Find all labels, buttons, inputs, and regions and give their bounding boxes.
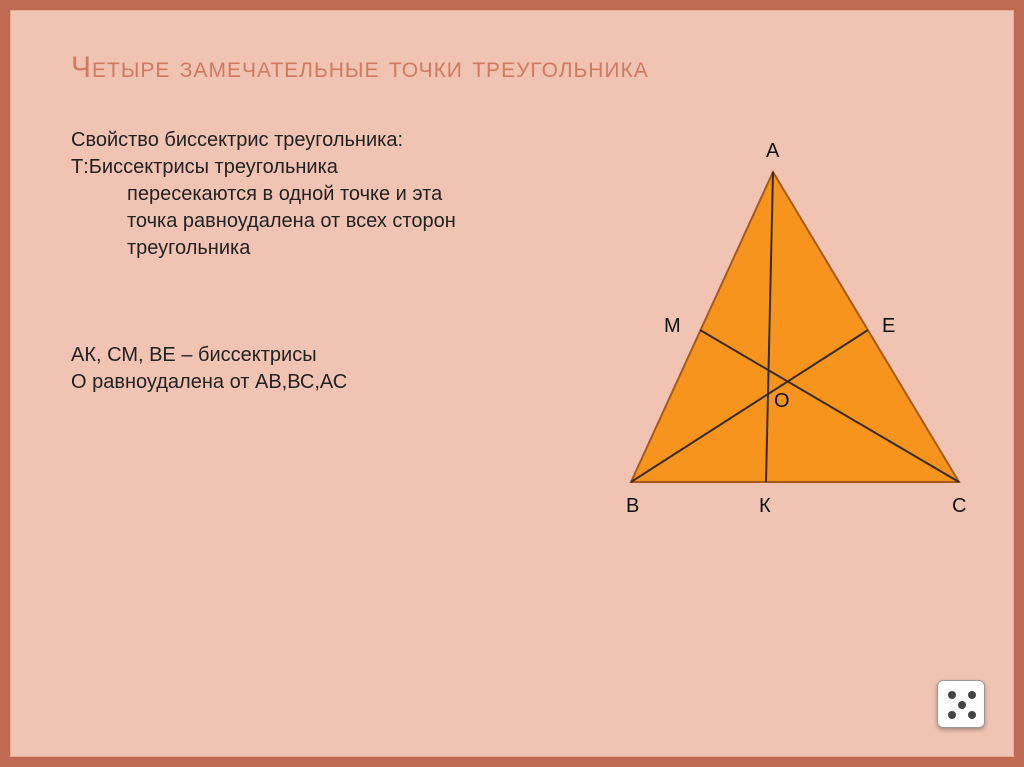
content-row: Свойство биссектрис треугольника: Т:Бисс…: [71, 127, 1013, 557]
theorem-line: треугольника: [71, 235, 541, 262]
text-column: Свойство биссектрис треугольника: Т:Бисс…: [71, 127, 541, 557]
theorem-line: Т:Биссектрисы треугольника: [71, 154, 541, 181]
label-B: В: [626, 495, 639, 518]
slide-title: Четыре замечательные точки треугольника: [71, 51, 1013, 85]
dice-pip: [958, 701, 966, 709]
dice-pip: [968, 711, 976, 719]
notes-block: АК, СМ, ВЕ – биссектрисы О равноудалена …: [71, 342, 541, 396]
dice-pip: [948, 691, 956, 699]
theorem-heading: Свойство биссектрис треугольника:: [71, 127, 541, 154]
theorem-line: точка равноудалена от всех сторон: [71, 208, 541, 235]
theorem-line: пересекаются в одной точке и эта: [71, 181, 541, 208]
triangle-svg: [569, 137, 999, 537]
note-line: О равноудалена от АВ,ВС,АС: [71, 369, 541, 396]
triangle-diagram: А В С М Е К О: [569, 137, 999, 557]
label-K: К: [759, 495, 771, 518]
dice-icon[interactable]: [937, 680, 985, 728]
label-E: Е: [882, 315, 895, 338]
label-A: А: [766, 140, 779, 163]
dice-pip: [948, 711, 956, 719]
label-M: М: [664, 315, 681, 338]
label-C: С: [952, 495, 966, 518]
label-O: О: [774, 390, 790, 413]
dice-pip: [968, 691, 976, 699]
note-line: АК, СМ, ВЕ – биссектрисы: [71, 342, 541, 369]
slide: Четыре замечательные точки треугольника …: [10, 10, 1014, 757]
theorem-block: Свойство биссектрис треугольника: Т:Бисс…: [71, 127, 541, 262]
